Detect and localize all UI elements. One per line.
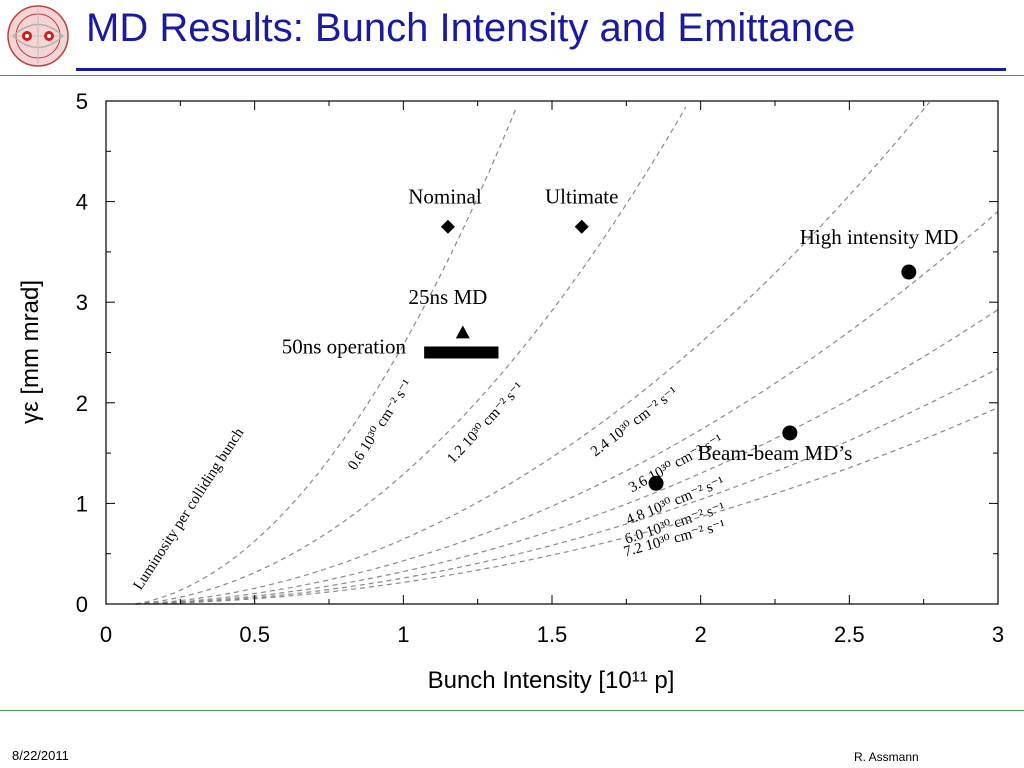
point-label: High intensity MD	[800, 225, 959, 249]
triangle-marker	[455, 325, 470, 339]
diamond-marker	[574, 219, 589, 234]
y-tick-label: 4	[76, 190, 88, 215]
y-tick-label: 5	[76, 89, 88, 114]
luminosity-curve	[135, 309, 999, 605]
luminosity-curve	[135, 106, 687, 605]
diamond-marker	[440, 219, 455, 234]
point-label: Ultimate	[545, 185, 618, 209]
circle-marker	[648, 475, 664, 491]
circle-marker	[782, 425, 798, 441]
x-tick-label: 2.5	[834, 622, 865, 647]
point-label: 25ns MD	[409, 285, 488, 309]
y-tick-label: 1	[76, 491, 88, 516]
point-label: Beam-beam MD’s	[698, 441, 853, 465]
point-label: Nominal	[408, 185, 482, 209]
luminosity-curve	[135, 107, 517, 605]
x-tick-label: 2	[695, 622, 707, 647]
footer-divider	[0, 710, 1024, 711]
point-labels: Nominal Ultimate 25ns MD High intensity MD B…	[282, 185, 959, 466]
plot-frame	[105, 100, 999, 605]
x-tick-label: 3	[992, 622, 1004, 647]
x-tick-label: 0.5	[239, 622, 270, 647]
operation-band-marker	[424, 346, 499, 359]
curve-label: 1.2 10³⁰ cm⁻² s⁻¹	[444, 380, 527, 467]
y-tick-label: 2	[76, 391, 88, 416]
footer-author: R. Assmann	[854, 750, 919, 764]
curve-label: 0.6 10³⁰ cm⁻² s⁻¹	[345, 377, 416, 473]
title-underline	[76, 68, 1006, 71]
luminosity-curve	[135, 211, 999, 605]
y-axis-label: γε [mm mrad]	[17, 280, 44, 424]
luminosity-curve	[135, 407, 999, 605]
lhc-logo-icon	[7, 5, 69, 67]
point-label: 50ns operation	[282, 335, 407, 359]
luminosity-curve	[135, 101, 931, 605]
emittance-chart: 0.6 10³⁰ cm⁻² s⁻¹ 1.2 10³⁰ cm⁻² s⁻¹ 2.4 10…	[17, 89, 1004, 694]
x-tick-label: 1	[397, 622, 409, 647]
slide-title: MD Results: Bunch Intensity and Emittanc…	[86, 6, 856, 50]
x-axis-label: Bunch Intensity [10¹¹ p]	[428, 667, 675, 694]
title-divider	[0, 75, 1024, 76]
x-tick-label: 0	[100, 622, 112, 647]
axis-ticks: 0 0.5 1 1.5 2 2.5 3 0 1 2 3 4 5	[76, 89, 1004, 647]
circle-marker	[901, 264, 917, 280]
y-tick-label: 0	[76, 592, 88, 617]
footer-date: 8/22/2011	[12, 748, 69, 763]
data-points	[424, 219, 917, 491]
luminosity-curve	[135, 367, 999, 605]
luminosity-curves: 0.6 10³⁰ cm⁻² s⁻¹ 1.2 10³⁰ cm⁻² s⁻¹ 2.4 10…	[131, 101, 999, 605]
x-tick-label: 1.5	[537, 622, 568, 647]
curves-title: Luminosity per colliding bunch	[131, 425, 248, 593]
y-tick-label: 3	[76, 290, 88, 315]
